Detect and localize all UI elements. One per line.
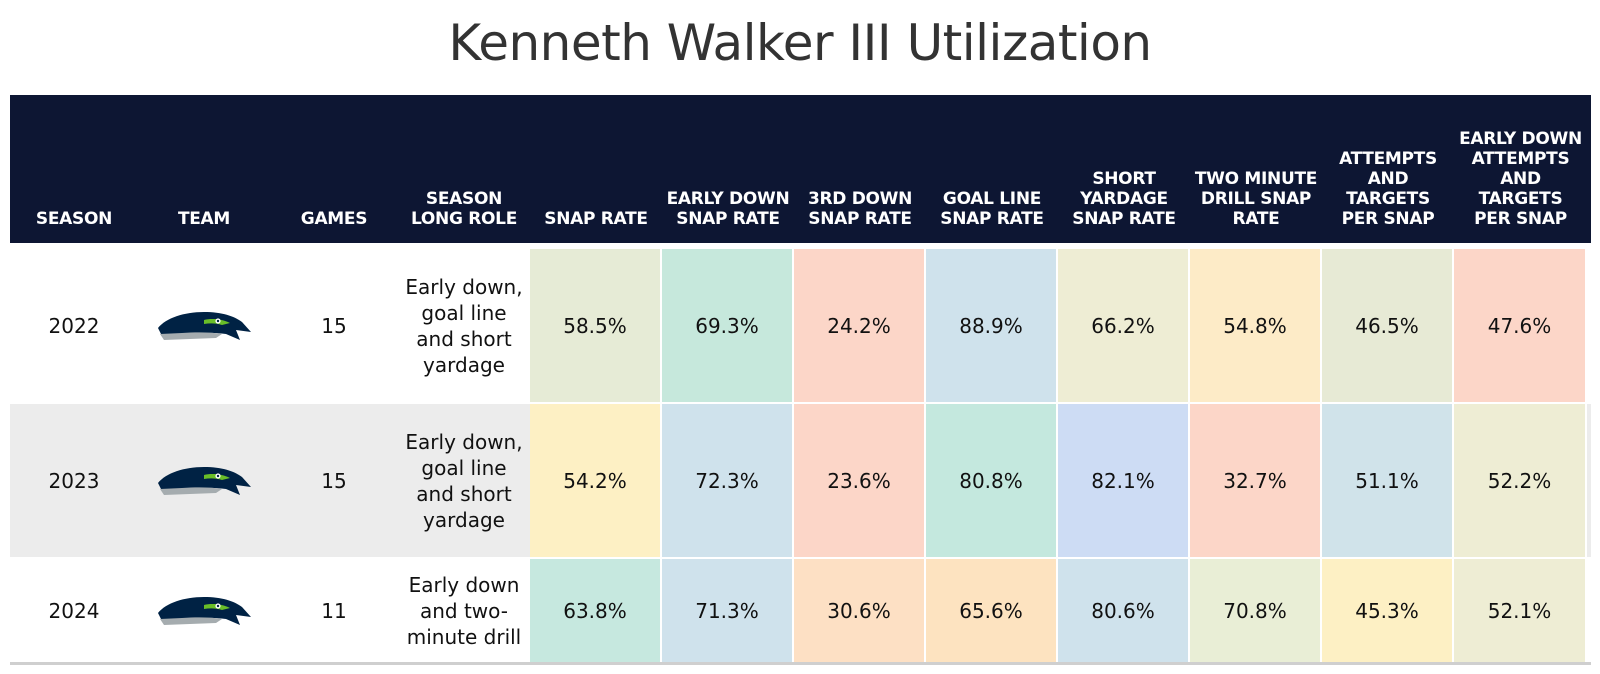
attempts-targets-per-snap-cell: 46.5% [1322,249,1454,402]
early-down-snap-rate-cell: 69.3% [662,249,794,402]
seahawks-logo-icon [138,559,270,662]
header-snap-rate: SNAP RATE [544,209,648,229]
table-row: 2022 15 Early down, goal line and short … [10,249,1591,404]
season-cell: 2024 [48,598,100,623]
third-down-snap-rate-cell: 30.6% [794,559,926,662]
short-yardage-snap-rate-cell: 80.6% [1058,559,1190,662]
header-goal-line-snap-rate: GOAL LINE SNAP RATE [940,189,1044,229]
third-down-snap-rate-cell: 23.6% [794,404,926,557]
two-minute-drill-snap-rate-cell: 32.7% [1190,404,1322,557]
header-two-minute-drill-snap-rate: TWO MINUTE DRILL SNAP RATE [1194,169,1318,229]
games-cell: 15 [321,468,347,493]
table-row: 2024 11 Early down and two-minute drill … [10,559,1591,664]
early-down-snap-rate-cell: 72.3% [662,404,794,557]
header-role: SEASON LONG ROLE [410,189,518,229]
header-attempts-targets-per-snap: ATTEMPTS AND TARGETS PER SNAP [1339,149,1437,229]
header-early-down-snap-rate: EARLY DOWN SNAP RATE [666,189,790,229]
goal-line-snap-rate-cell: 65.6% [926,559,1058,662]
early-down-attempts-targets-per-snap-cell: 52.1% [1454,559,1587,662]
page-title: Kenneth Walker III Utilization [448,14,1152,72]
table-body: 2022 15 Early down, goal line and short … [10,249,1591,664]
utilization-table: SEASON TEAM GAMES SEASON LONG ROLE SNAP … [10,95,1591,664]
attempts-targets-per-snap-cell: 51.1% [1322,404,1454,557]
header-games: GAMES [300,209,368,229]
header-team: TEAM [177,209,231,229]
goal-line-snap-rate-cell: 88.9% [926,249,1058,402]
header-season: SEASON [35,209,113,229]
early-down-snap-rate-cell: 71.3% [662,559,794,662]
season-cell: 2023 [48,468,100,493]
short-yardage-snap-rate-cell: 66.2% [1058,249,1190,402]
third-down-snap-rate-cell: 24.2% [794,249,926,402]
snap-rate-cell: 63.8% [530,559,662,662]
seahawks-logo-icon [138,249,270,402]
short-yardage-snap-rate-cell: 82.1% [1058,404,1190,557]
table-header: SEASON TEAM GAMES SEASON LONG ROLE SNAP … [10,95,1591,243]
games-cell: 11 [321,598,347,623]
early-down-attempts-targets-per-snap-cell: 52.2% [1454,404,1587,557]
snap-rate-cell: 54.2% [530,404,662,557]
goal-line-snap-rate-cell: 80.8% [926,404,1058,557]
role-cell: Early down, goal line and short yardage [405,274,523,377]
header-third-down-snap-rate: 3RD DOWN SNAP RATE [807,189,913,229]
header-short-yardage-snap-rate: SHORT YARDAGE SNAP RATE [1072,169,1176,229]
header-early-down-attempts-targets-per-snap: EARLY DOWN ATTEMPTS AND TARGETS PER SNAP [1459,129,1582,229]
snap-rate-cell: 58.5% [530,249,662,402]
two-minute-drill-snap-rate-cell: 70.8% [1190,559,1322,662]
early-down-attempts-targets-per-snap-cell: 47.6% [1454,249,1587,402]
two-minute-drill-snap-rate-cell: 54.8% [1190,249,1322,402]
attempts-targets-per-snap-cell: 45.3% [1322,559,1454,662]
games-cell: 15 [321,313,347,338]
seahawks-logo-icon [138,404,270,557]
table-row: 2023 15 Early down, goal line and short … [10,404,1591,559]
season-cell: 2022 [48,313,100,338]
role-cell: Early down, goal line and short yardage [405,429,523,532]
role-cell: Early down and two-minute drill [406,572,522,649]
table-bottom-border [10,662,1591,665]
